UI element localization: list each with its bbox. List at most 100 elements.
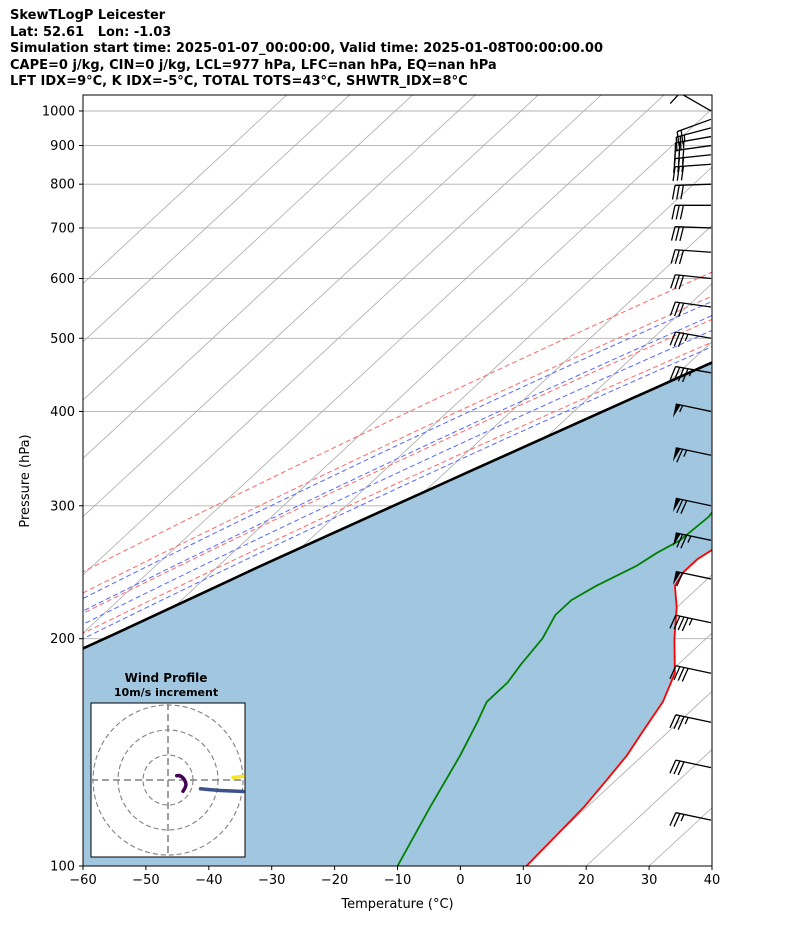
- wind-barb: [672, 447, 712, 463]
- wind-barb: [669, 331, 712, 347]
- wind-barb-flag: [679, 136, 682, 151]
- y-tick-label: 200: [50, 632, 75, 647]
- isotherm-line: [711, 865, 712, 866]
- wind-barb-flag: [675, 205, 680, 220]
- wind-barb: [670, 226, 712, 242]
- wind-barb-flag: [677, 333, 685, 347]
- wind-barb-flag: [674, 274, 680, 289]
- wind-barb-flag: [680, 185, 685, 200]
- wind-barb-flag: [669, 95, 679, 105]
- wind-barb: [669, 614, 712, 632]
- wind-barb-shaft: [675, 163, 712, 168]
- x-tick-label: −30: [258, 873, 285, 888]
- moist-adiabat-line: [83, 300, 712, 600]
- wind-barb-half-flag: [679, 405, 684, 413]
- moist-adiabat-line: [83, 329, 712, 625]
- wind-barb: [669, 365, 712, 383]
- wind-barb-shaft: [675, 274, 712, 280]
- x-tick-label: 0: [456, 873, 464, 888]
- wind-barb: [670, 249, 712, 265]
- wind-barb-shaft: [675, 403, 712, 413]
- wind-barb-flag: [669, 614, 677, 629]
- wind-barb-shaft: [676, 127, 712, 138]
- x-axis-label: Temperature (°C): [340, 897, 453, 912]
- wind-barb-shaft: [681, 95, 712, 112]
- x-tick-label: −10: [384, 873, 411, 888]
- wind-barb-flag: [670, 226, 676, 241]
- wind-barb-shaft: [675, 301, 712, 308]
- wind-barb-flag: [676, 572, 684, 587]
- wind-barb-flag: [681, 157, 685, 172]
- wind-barb-shaft: [675, 135, 712, 144]
- wind-barb-flag: [673, 666, 681, 680]
- wind-barb: [671, 204, 711, 220]
- hodograph-plot: [91, 703, 245, 857]
- isotherm-line: [83, 95, 602, 576]
- wind-barb-flag: [675, 137, 678, 152]
- y-tick-label: 1000: [42, 104, 75, 119]
- wind-barb-flag: [677, 367, 685, 382]
- isotherm-line: [83, 95, 287, 285]
- time-line: Simulation start time: 2025-01-07_00:00:…: [10, 41, 603, 56]
- wind-barb-shaft: [675, 614, 712, 624]
- y-tick-label: 900: [50, 139, 75, 154]
- wind-barb-shaft: [675, 249, 712, 253]
- wind-barb: [671, 183, 712, 200]
- wind-barb-flag: [669, 714, 677, 729]
- wind-barb-flag: [669, 759, 677, 774]
- wind-barb-flag: [680, 166, 685, 181]
- wind-barb-flag: [677, 616, 685, 631]
- wind-barb-shaft: [675, 154, 712, 160]
- wind-barb-flag: [676, 448, 684, 463]
- wind-barb-flag: [681, 668, 689, 682]
- wind-barb-flag: [669, 331, 677, 346]
- wind-barb-shaft: [674, 226, 712, 229]
- wind-barb-shaft: [675, 497, 712, 507]
- wind-barb-flag: [673, 367, 681, 381]
- y-tick-label: 800: [50, 178, 75, 193]
- wind-barb-half-flag: [684, 717, 689, 725]
- wind-barb-half-flag: [684, 333, 689, 342]
- wind-barb: [672, 163, 712, 182]
- wind-barb-shaft: [675, 532, 712, 541]
- wind-barb-flag: [677, 716, 685, 730]
- location-line: Lat: 52.61 Lon: -1.03: [10, 24, 172, 40]
- x-tick-label: −60: [69, 873, 96, 888]
- wind-barb-flag: [673, 760, 681, 775]
- x-tick-label: −20: [321, 873, 348, 888]
- hodograph-title: Wind Profile: [125, 671, 208, 685]
- title-block: SkewTLogP Leicester Lat: 52.61 Lon: -1.0…: [10, 8, 603, 91]
- x-tick-label: −40: [195, 873, 222, 888]
- wind-barb-flag: [678, 275, 685, 290]
- hodograph-trace: [175, 773, 188, 793]
- wind-barb-shaft: [675, 144, 712, 152]
- isotherm-line: [83, 95, 665, 634]
- wind-barb-flag: [677, 667, 685, 681]
- hodograph-trace: [198, 787, 245, 794]
- wind-barb-shaft: [674, 183, 712, 187]
- wind-barb-flag: [680, 500, 688, 514]
- wind-barb: [675, 127, 712, 152]
- wind-barb-flag: [681, 617, 689, 632]
- wind-barb: [669, 714, 712, 730]
- wind-barb-half-flag: [680, 814, 685, 822]
- isotherm-line: [523, 690, 712, 866]
- wind-barb-shaft: [676, 118, 712, 133]
- wind-barb: [669, 95, 712, 112]
- x-tick-label: −50: [132, 873, 159, 888]
- isotherm-line: [83, 95, 413, 401]
- wind-barb: [672, 403, 712, 418]
- x-tick-label: 40: [704, 873, 721, 888]
- x-tick-label: 10: [515, 873, 532, 888]
- wind-barb-flag: [669, 301, 676, 316]
- wind-barb-flag: [669, 665, 677, 680]
- wind-barb-flag: [673, 332, 681, 347]
- isotherm-line: [83, 108, 712, 692]
- wind-barb-flag: [680, 534, 688, 549]
- wind-barb-flag: [672, 166, 676, 182]
- wind-barb-shaft: [675, 665, 712, 674]
- wind-barb-pennant: [672, 532, 681, 547]
- wind-barb-shaft: [675, 759, 712, 769]
- wind-barb-flag: [676, 131, 680, 146]
- wind-barb-flag: [677, 761, 685, 776]
